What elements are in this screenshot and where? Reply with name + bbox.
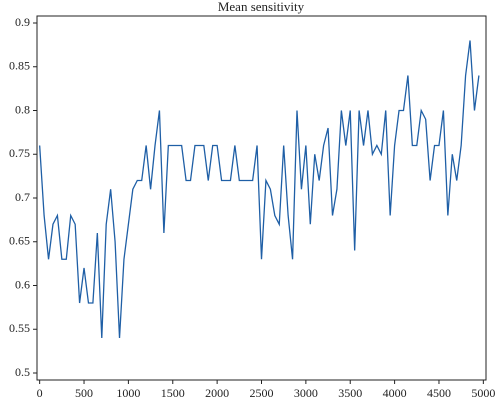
y-tick-label: 0.6	[15, 277, 30, 291]
y-tick-label: 0.8	[15, 102, 30, 116]
y-tick-label: 0.7	[15, 190, 30, 204]
x-tick-label: 4500	[427, 386, 451, 400]
y-tick-label: 0.85	[9, 59, 30, 73]
y-tick-label: 0.55	[9, 321, 30, 335]
x-tick-label: 500	[75, 386, 93, 400]
x-tick-label: 3000	[294, 386, 318, 400]
chart-title: Mean sensitivity	[218, 0, 305, 14]
x-tick-label: 5000	[471, 386, 495, 400]
x-tick-label: 1000	[116, 386, 140, 400]
data-line	[39, 40, 480, 339]
x-tick-label: 0	[37, 386, 43, 400]
x-tick-label: 1500	[161, 386, 185, 400]
x-tick-label: 2500	[250, 386, 274, 400]
plot-frame	[36, 15, 487, 381]
y-tick-label: 0.75	[9, 146, 30, 160]
x-tick-label: 2000	[205, 386, 229, 400]
x-tick-label: 3500	[338, 386, 362, 400]
y-tick-label: 0.9	[15, 15, 30, 29]
y-tick-label: 0.65	[9, 234, 30, 248]
y-tick-label: 0.5	[15, 365, 30, 379]
x-tick-label: 4000	[383, 386, 407, 400]
